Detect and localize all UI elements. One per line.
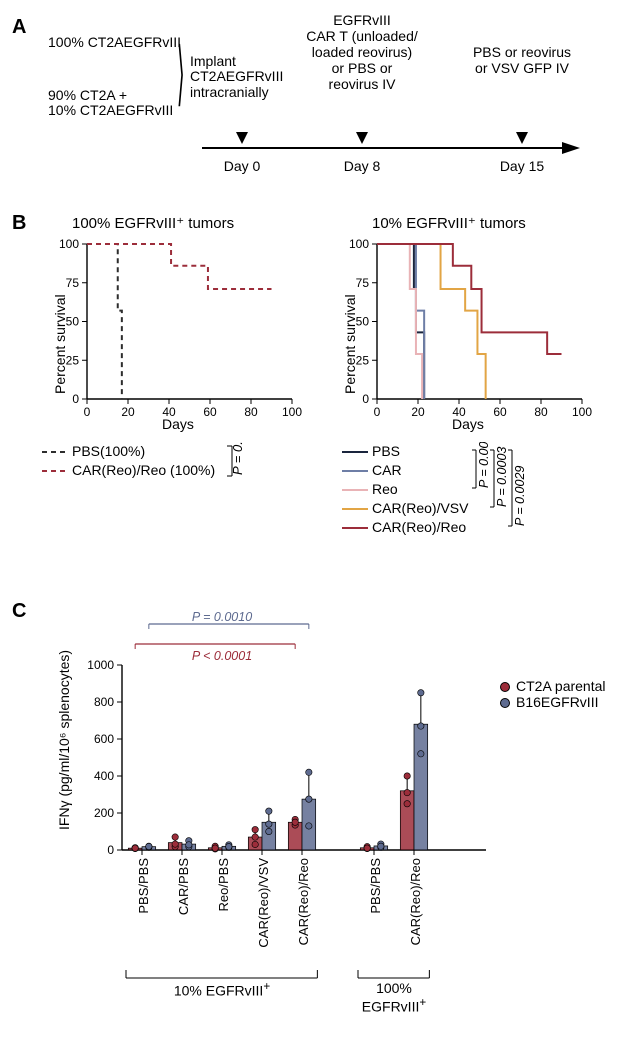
tick-day15: Day 15 [492,158,552,174]
panel-a-right-header: PBS or reovirus or VSV GFP IV [452,44,592,76]
svg-text:60: 60 [493,405,507,419]
legend-item: CAR(Reo)/Reo [342,518,468,537]
legend-item: PBS [342,442,468,461]
hdr-r2: or VSV GFP IV [475,60,569,76]
bar-chart: 0 200 400 600 800 1000 P = 0.0010 P < 0.0001 [72,610,492,860]
svg-text:100: 100 [349,237,369,251]
survival-left: 0204060801000255075100 Percent survival … [42,234,302,434]
svg-text:20: 20 [121,405,135,419]
svg-text:0: 0 [84,405,91,419]
svg-text:600: 600 [94,732,114,746]
pval-left: P = 0.0004 [222,442,292,482]
svg-text:0: 0 [374,405,381,419]
tick-day8: Day 8 [332,158,392,174]
legend-item: CAR [342,461,468,480]
svg-text:80: 80 [244,405,258,419]
figure: A EGFRvIII CAR T (unloaded/ loaded reovi… [12,12,614,1030]
svg-text:P = 0.0003: P = 0.0003 [477,442,491,488]
xlabel: Reo/PBS [216,858,231,958]
svg-text:P = 0.0029: P = 0.0029 [513,466,527,526]
hdr-c2: CAR T (unloaded/ [306,28,418,44]
panel-a-left-bottom: 90% CT2A + 10% CT2AEGFRvIII [48,88,173,119]
group-label: 100% EGFRvIII+ [356,980,431,1015]
svg-text:80: 80 [534,405,548,419]
svg-text:P = 0.0010: P = 0.0010 [192,610,252,624]
bracket-icon: ⟩ [177,32,185,113]
xlabel: CAR(Reo)/Reo [296,858,311,958]
tick-day0: Day 0 [212,158,272,174]
xlab-right: Days [452,416,484,432]
hdr-c5: reovirus IV [329,76,396,92]
svg-text:800: 800 [94,695,114,709]
legend-item: PBS(100%) [42,442,215,461]
svg-text:P = 0.0004: P = 0.0004 [230,442,245,475]
xlab-left: Days [162,416,194,432]
xlabel: PBS/PBS [136,858,151,958]
hdr-c4: or PBS or [332,60,393,76]
panel-b-label: B [12,212,26,235]
svg-text:60: 60 [203,405,217,419]
panel-c: C 02004006008001000P = 0.0010P < 0.0001 … [12,600,614,1030]
xlabel: CAR(Reo)/Reo [408,858,423,958]
timeline: Day 0 Day 8 Day 15 [192,108,592,188]
hdr-r1: PBS or reovirus [473,44,571,60]
ylab-left: Percent survival [52,294,68,394]
svg-text:0: 0 [107,843,114,857]
legend-item: CT2A parental [500,678,606,694]
panel-b: B 100% EGFRvIII⁺ tumors 10% EGFRvIII⁺ tu… [12,212,614,592]
svg-text:75: 75 [356,276,370,290]
panel-a-center-header: EGFRvIII CAR T (unloaded/ loaded reoviru… [272,12,452,92]
legend-item: B16EGFRvIII [500,694,606,710]
hdr-c1: EGFRvIII [333,12,391,28]
panel-c-ylabel: IFNγ (pg/ml/10⁶ splenocytes) [56,650,72,830]
svg-text:P < 0.0001: P < 0.0001 [192,649,252,663]
svg-text:100: 100 [59,237,79,251]
svg-text:0: 0 [72,392,79,406]
svg-text:1000: 1000 [87,658,114,672]
panel-c-legend: CT2A parentalB16EGFRvIII [500,678,606,710]
panel-c-label: C [12,600,26,623]
svg-text:0: 0 [362,392,369,406]
survival-right: 0204060801000255075100 Percent survival … [332,234,592,434]
svg-text:100: 100 [282,405,302,419]
pval-right: P = 0.0003 P = 0.0003 P = 0.0029 [470,442,600,547]
xlabel: PBS/PBS [368,858,383,958]
svg-text:100: 100 [572,405,592,419]
panel-a-mid-text: Implant CT2AEGFRvIII intracranially [190,54,283,100]
hdr-c3: loaded reovirus) [312,44,412,60]
panel-a-left-top: 100% CT2AEGFRvIII [48,34,181,50]
mid-body: CT2AEGFRvIII intracranially [190,68,283,99]
svg-text:75: 75 [66,276,80,290]
xlabel: CAR(Reo)/VSV [256,858,271,958]
svg-text:P = 0.0003: P = 0.0003 [495,447,509,507]
panel-a-label: A [12,16,26,39]
legend-left: PBS(100%)CAR(Reo)/Reo (100%) [42,442,215,480]
svg-text:20: 20 [411,405,425,419]
legend-item: Reo [342,480,468,499]
legend-item: CAR(Reo)/Reo (100%) [42,461,215,480]
svg-text:400: 400 [94,769,114,783]
panel-b-left-title: 100% EGFRvIII⁺ tumors [72,214,234,232]
panel-a: A EGFRvIII CAR T (unloaded/ loaded reovi… [12,12,614,212]
svg-text:200: 200 [94,806,114,820]
ylab-right: Percent survival [342,294,358,394]
group-label: 10% EGFRvIII+ [124,980,319,999]
legend-right: PBSCARReoCAR(Reo)/VSVCAR(Reo)/Reo [342,442,468,536]
mid-top: Implant [190,53,236,69]
legend-item: CAR(Reo)/VSV [342,499,468,518]
xlabel: CAR/PBS [176,858,191,958]
panel-b-right-title: 10% EGFRvIII⁺ tumors [372,214,526,232]
